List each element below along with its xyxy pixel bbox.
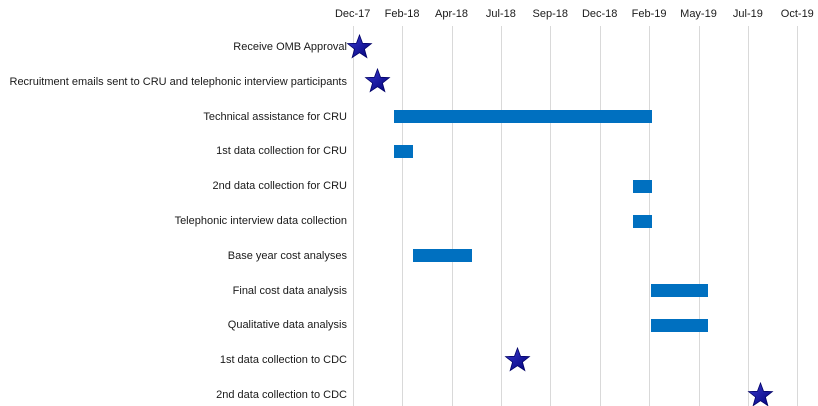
- x-axis-tick-label: Feb-19: [631, 8, 667, 20]
- task-bar: [393, 144, 414, 158]
- gridline: [352, 26, 354, 406]
- task-label: Final cost data analysis: [232, 284, 347, 297]
- x-axis-tick-label: Dec-17: [334, 8, 371, 20]
- task-bar: [651, 318, 709, 332]
- gridline: [451, 26, 453, 406]
- task-label: Base year cost analyses: [227, 249, 347, 262]
- task-label: Technical assistance for CRU: [203, 110, 347, 123]
- milestone-star-icon: [504, 346, 531, 379]
- x-axis-tick-label: Apr-18: [434, 8, 469, 20]
- x-axis-tick-label: Sep-18: [532, 8, 569, 20]
- task-bar: [632, 179, 653, 193]
- gridline: [550, 26, 552, 406]
- task-label: 2nd data collection to CDC: [216, 389, 347, 401]
- task-label: Receive OMB Approval: [233, 41, 347, 53]
- task-bar: [651, 284, 709, 298]
- task-bar: [413, 249, 472, 263]
- task-bar: [393, 110, 653, 124]
- gridline: [500, 26, 502, 406]
- task-label: 1st data collection for CRU: [216, 145, 347, 158]
- milestone-star-icon: [346, 33, 373, 66]
- gridline: [599, 26, 601, 406]
- task-bar: [632, 214, 653, 228]
- x-axis-tick-label: Jul-19: [732, 8, 763, 20]
- gridline: [698, 26, 700, 406]
- x-axis-tick-label: Dec-18: [581, 8, 618, 20]
- gridline: [402, 26, 404, 406]
- task-label: Qualitative data analysis: [227, 319, 347, 332]
- task-label: Recruitment emails sent to CRU and telep…: [9, 75, 348, 88]
- milestone-star-icon: [747, 381, 774, 406]
- x-axis-tick-label: Jul-18: [485, 8, 516, 20]
- milestone-star-icon: [364, 68, 391, 100]
- task-label: Telephonic interview data collection: [174, 215, 347, 227]
- gridline: [797, 26, 799, 406]
- x-axis-tick-label: Oct-19: [780, 8, 814, 20]
- x-axis-tick-label: Feb-18: [384, 8, 420, 20]
- task-label: 1st data collection to CDC: [219, 354, 347, 367]
- x-axis-tick-label: May-19: [680, 8, 717, 20]
- task-label: 2nd data collection for CRU: [212, 180, 347, 193]
- gridline: [747, 26, 749, 406]
